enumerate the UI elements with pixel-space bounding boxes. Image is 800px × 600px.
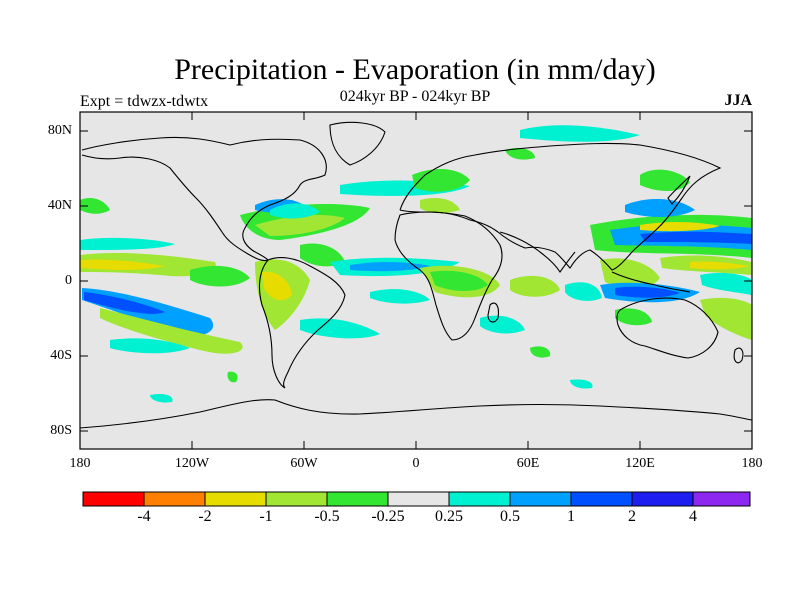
field-patch [300,318,380,339]
colorbar-label: -0.25 [371,508,405,525]
colorbar-box [204,491,267,507]
coastline-eurasia [399,142,722,271]
coastline-africa [394,211,503,341]
colorbar-label: -4 [137,508,151,525]
map-subtitle: 024kyr BP - 024kyr BP [339,88,491,105]
colorbar-box [631,491,694,507]
field-patch [640,231,752,244]
colorbar-label: 0.25 [435,508,463,525]
colorbar-label: -2 [198,508,212,525]
field-patch [600,258,660,290]
coastlines [80,121,752,429]
lon-label-180e: 180 [741,456,763,471]
field-patch [370,289,430,304]
map-title: Precipitation - Evaporation (in mm/day) [174,53,656,86]
field-patch [84,292,165,314]
coastline-greenland [329,121,386,166]
coastline-north-america [81,136,327,262]
lon-label-60e: 60E [516,456,540,471]
field-patch [262,271,292,301]
lon-label-0: 0 [412,456,420,471]
colorbar-label: 1 [567,508,575,525]
colorbar-label: -0.5 [314,508,340,525]
field-patch [480,315,525,334]
field-patch [520,125,640,142]
colorbar-box [570,491,633,507]
lon-label-60w: 60W [290,456,318,471]
field-patch [510,275,560,297]
field-patch [700,272,752,295]
coastline-south-america [258,257,346,389]
coastline-antarctica [80,399,752,429]
colorbar-box [509,491,572,507]
field-patch [640,169,690,191]
field-patch [530,346,551,358]
coastline-new-zealand [733,347,744,364]
lat-label-80n: 80N [47,123,72,138]
colorbar-label: 0.5 [500,508,520,525]
field-patch [505,147,535,160]
field-patch [80,237,175,250]
lat-ticks [80,130,752,432]
lat-label-40n: 40N [47,198,72,213]
field-patch [430,270,488,292]
colorbar-label: -1 [259,508,273,525]
field-patch [640,222,720,232]
lat-label-80s: 80S [50,423,72,438]
lon-label-120w: 120W [174,456,210,471]
lon-label-120e: 120E [625,456,655,471]
precip-field [80,125,752,403]
lat-label-40s: 40S [50,348,72,363]
lon-label-180w: 180 [69,456,91,471]
experiment-label: Expt = tdwzx-tdwtx [80,93,209,110]
field-patch [227,371,238,383]
lat-label-eq: 0 [65,273,72,288]
field-patch [150,393,173,403]
field-patch [615,308,652,326]
colorbar-box [692,491,751,507]
coastline-australia [616,297,719,359]
colorbar-box [387,491,450,507]
colorbar-box [326,491,389,507]
field-patch [700,297,752,340]
colorbar-label: 4 [689,508,697,525]
field-patch [80,198,110,214]
coastline-japan [667,175,691,205]
field-patch [565,282,602,301]
coastline-madagascar [487,302,499,323]
coastline-indonesia [611,271,691,293]
field-patch [350,262,430,272]
field-patch [300,243,345,267]
field-patch [270,203,320,219]
field-patch [110,338,190,354]
field-patch [100,308,243,354]
colorbar-box [82,491,145,507]
season-label: JJA [724,92,752,109]
colorbar-box [448,491,511,507]
field-patch [255,214,345,236]
field-patch [615,286,680,298]
colorbar-box [265,491,328,507]
coastline-arabia-india [499,231,576,273]
field-patch [190,265,250,287]
field-patch [420,198,460,214]
lon-ticks [191,112,641,449]
colorbar [82,491,751,507]
field-patch [570,379,593,389]
field-patch [690,261,750,270]
colorbar-box [143,491,206,507]
field-patch [80,259,165,270]
colorbar-label: 2 [628,508,636,525]
